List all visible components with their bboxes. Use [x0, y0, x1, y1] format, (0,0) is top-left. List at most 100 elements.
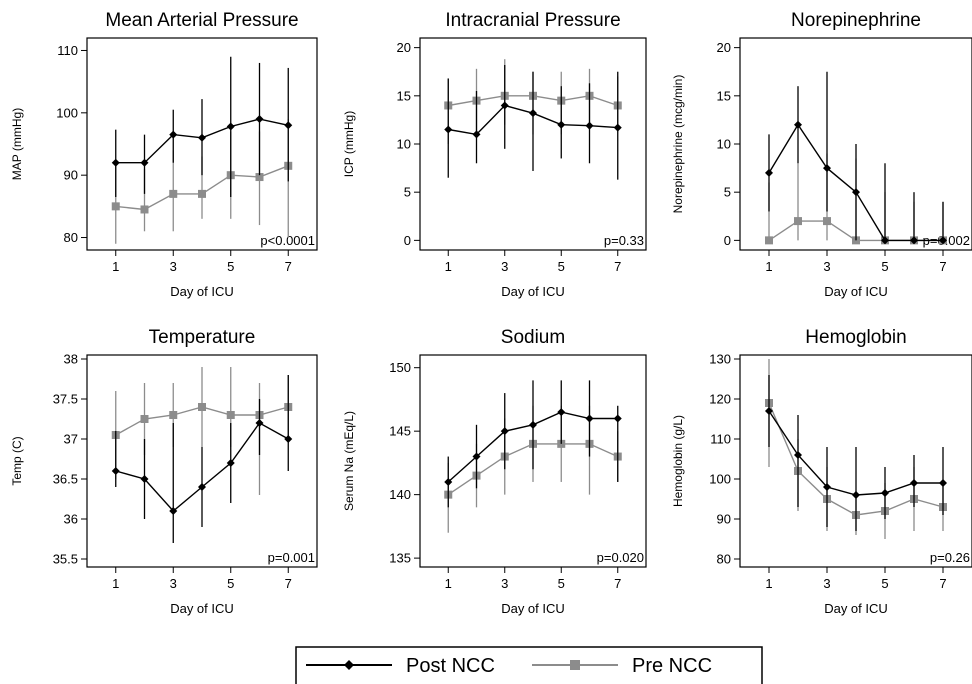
data-point	[444, 125, 453, 134]
data-point	[500, 101, 509, 110]
data-point	[585, 414, 594, 423]
y-tick-label: 36.5	[53, 472, 78, 487]
plot-frame	[86, 37, 318, 251]
x-tick-label: 3	[170, 576, 177, 591]
y-tick-label: 80	[64, 230, 78, 245]
data-point	[910, 236, 918, 245]
y-tick-label: 0	[404, 233, 411, 248]
chart-title: Hemoglobin	[805, 327, 906, 348]
data-point	[226, 411, 235, 419]
x-tick-label: 1	[445, 259, 452, 274]
data-point	[794, 120, 802, 129]
y-axis-label: ICP (mmHg)	[342, 111, 356, 177]
plot-frame	[419, 354, 647, 568]
x-tick-label: 7	[939, 259, 946, 274]
y-axis-label: MAP (mmHg)	[10, 108, 24, 180]
series-post-ncc	[765, 71, 947, 245]
y-tick-label: 20	[717, 40, 731, 55]
data-point	[111, 158, 120, 167]
y-tick-label: 90	[717, 512, 731, 527]
x-axis-label: Day of ICU	[824, 601, 888, 616]
y-tick-label: 120	[709, 392, 731, 407]
x-tick-label: 1	[765, 576, 772, 591]
series-post-ncc	[111, 375, 293, 543]
data-point	[765, 236, 773, 245]
data-point	[910, 479, 918, 487]
data-point	[169, 507, 178, 515]
y-tick-label: 145	[389, 424, 411, 439]
data-point	[881, 236, 889, 245]
x-tick-label: 5	[881, 259, 888, 274]
chart-title: Temperature	[149, 327, 256, 348]
chart-panel-1: Mean Arterial Pressure 80 90 100 110 1 3 5 7 Day …	[10, 10, 318, 299]
x-axis-label: Day of ICU	[824, 284, 888, 299]
data-point	[852, 188, 860, 197]
chart-title: Norepinephrine	[791, 10, 921, 31]
y-tick-label: 100	[709, 472, 731, 487]
legend-item-pre-ncc: Pre NCC	[532, 655, 712, 677]
data-point	[140, 205, 149, 214]
data-point	[255, 115, 264, 124]
data-point	[472, 130, 481, 139]
data-point	[169, 130, 178, 139]
y-tick-label: 15	[397, 88, 411, 103]
legend-marker	[344, 660, 354, 670]
data-point	[529, 109, 537, 118]
y-tick-label: 5	[724, 185, 731, 200]
plot-frame	[739, 354, 972, 568]
data-point	[255, 419, 264, 427]
y-tick-label: 10	[397, 137, 411, 152]
legend-label: Pre NCC	[632, 655, 712, 677]
y-tick-label: 150	[389, 360, 411, 375]
chart-title: Mean Arterial Pressure	[105, 10, 298, 31]
data-point	[557, 408, 566, 417]
data-point	[881, 489, 889, 497]
data-point	[823, 217, 831, 226]
chart-panel-2: Intracranial Pressure 0 5 10 15 20 1 3 5 7 Day of …	[342, 10, 647, 299]
series-post-ncc	[765, 375, 947, 531]
x-tick-label: 1	[112, 259, 119, 274]
chart-panel-6: Hemoglobin 80 90 100 110 120 130 1 3 5 7 Day of ICU…	[671, 327, 972, 616]
data-point	[794, 217, 802, 226]
y-tick-label: 90	[64, 168, 78, 183]
data-point	[198, 189, 206, 198]
data-point	[444, 477, 453, 486]
y-tick-label: 35.5	[53, 552, 78, 567]
data-point	[111, 202, 120, 211]
x-tick-label: 5	[227, 259, 234, 274]
x-axis-label: Day of ICU	[501, 284, 565, 299]
x-tick-label: 5	[227, 576, 234, 591]
data-point	[169, 189, 178, 198]
y-tick-label: 110	[57, 43, 78, 58]
y-axis-label: Hemoglobin (g/L)	[671, 415, 685, 507]
data-point	[284, 435, 293, 443]
data-point	[198, 133, 206, 142]
data-point	[140, 158, 149, 167]
x-tick-label: 3	[170, 259, 177, 274]
data-point	[226, 459, 235, 467]
x-tick-label: 7	[939, 576, 946, 591]
series-post-ncc	[444, 64, 622, 180]
y-tick-label: 100	[56, 105, 78, 120]
data-point	[852, 491, 860, 499]
data-point	[140, 475, 149, 483]
x-axis-label: Day of ICU	[501, 601, 565, 616]
data-point	[939, 236, 947, 245]
x-tick-label: 1	[112, 576, 119, 591]
y-tick-label: 37	[64, 432, 78, 447]
data-point	[765, 168, 773, 177]
data-point	[613, 414, 622, 423]
p-value-annotation: p<0.0001	[260, 233, 315, 248]
p-value-annotation: p=0.33	[604, 233, 644, 248]
data-point	[111, 467, 120, 475]
series-post-ncc	[444, 380, 622, 508]
data-point	[823, 164, 831, 173]
x-tick-label: 5	[558, 576, 565, 591]
legend-label: Post NCC	[406, 655, 495, 677]
x-tick-label: 7	[285, 259, 292, 274]
p-value-annotation: p=0.020	[597, 550, 644, 565]
y-tick-label: 110	[710, 432, 731, 447]
x-tick-label: 7	[285, 576, 292, 591]
